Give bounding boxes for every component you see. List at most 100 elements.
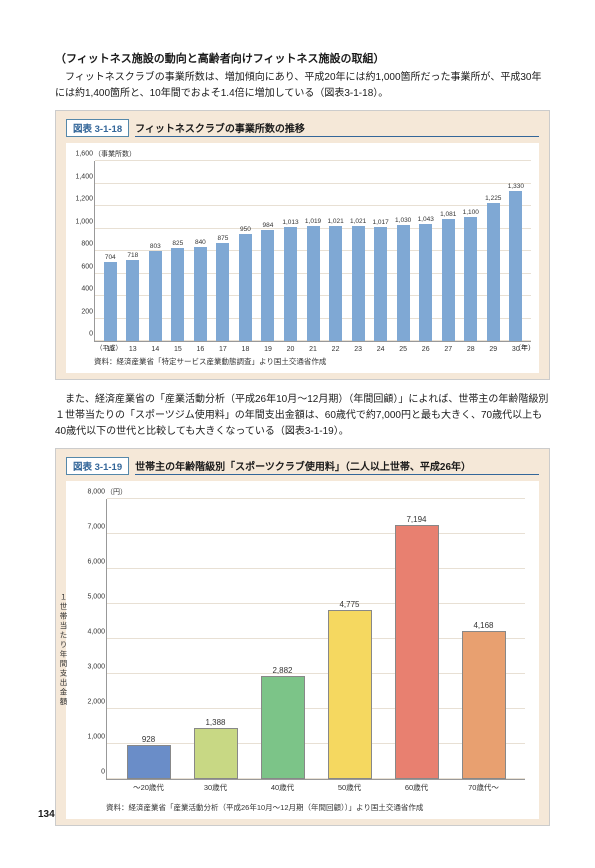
y-axis-title: １世帯当たり年間支出金額: [58, 593, 69, 707]
x-tick-label: 25: [399, 346, 407, 353]
bar: [149, 251, 162, 341]
bar: [397, 225, 410, 341]
bar: [374, 227, 387, 341]
y-tick-label: 400: [69, 286, 93, 293]
chart-source: 資料：経済産業省「産業活動分析（平成26年10月～12月期（年間回顧））」より国…: [106, 802, 531, 813]
bar-value-label: 1,388: [205, 718, 225, 727]
bar: [464, 217, 477, 341]
y-tick-label: 3,000: [77, 664, 105, 671]
x-tick-label: 27: [444, 346, 452, 353]
y-tick-label: 1,200: [69, 196, 93, 203]
bar-value-label: 984: [263, 222, 274, 229]
bar-slot: 70412: [99, 161, 122, 341]
bar-value-label: 840: [195, 239, 206, 246]
bar: [261, 230, 274, 341]
y-axis-unit: （円）: [106, 487, 531, 497]
bar-slot: 1,03025: [392, 161, 415, 341]
bar: [395, 525, 439, 779]
bar-slot: 1,01724: [369, 161, 392, 341]
bar: [126, 260, 139, 341]
bar: [284, 227, 297, 341]
paragraph-1: フィットネスクラブの事業所数は、増加傾向にあり、平成20年には約1,000箇所だ…: [55, 70, 550, 102]
x-tick-label: 29: [489, 346, 497, 353]
y-tick-label: 4,000: [77, 629, 105, 636]
bar-slot: 87517: [212, 161, 235, 341]
bar: [239, 234, 252, 341]
bar-slot: 98419: [257, 161, 280, 341]
y-tick-label: 6,000: [77, 559, 105, 566]
x-tick-label: 18: [242, 346, 250, 353]
bar-slot: 71813: [122, 161, 145, 341]
x-tick-label: 28: [467, 346, 475, 353]
bar-slot: 2,88240歳代: [249, 499, 316, 779]
y-tick-label: 200: [69, 308, 93, 315]
x-tick-label: 19: [264, 346, 272, 353]
bar-value-label: 7,194: [406, 515, 426, 524]
bar-value-label: 1,043: [418, 216, 434, 223]
bar-slot: 1,10028: [460, 161, 483, 341]
x-tick-label: 30: [512, 346, 520, 353]
bar-slot: 4,16870歳代～: [450, 499, 517, 779]
y-tick-label: 800: [69, 241, 93, 248]
bar-value-label: 1,017: [373, 219, 389, 226]
x-tick-label: 22: [332, 346, 340, 353]
bar: [194, 247, 207, 342]
bar-value-label: 1,021: [327, 218, 343, 225]
x-tick-label: 70歳代～: [468, 782, 499, 793]
bar-slot: 1,02123: [347, 161, 370, 341]
x-tick-label: 30歳代: [204, 782, 227, 793]
bar-chart: 7041271813803148251584016875179501898419…: [94, 161, 531, 342]
bar-slot: 82515: [167, 161, 190, 341]
bar-slot: 1,33030: [505, 161, 528, 341]
bar-slot: 1,01320: [279, 161, 302, 341]
figure-3-1-19: 図表 3-1-19 世帯主の年齢階級別「スポーツクラブ使用料」（二人以上世帯、平…: [55, 448, 550, 826]
bar: [442, 219, 455, 341]
bar-slot: 95018: [234, 161, 257, 341]
x-tick-label: 15: [174, 346, 182, 353]
bar-slot: 1,08127: [437, 161, 460, 341]
figure-title: フィットネスクラブの事業所数の推移: [135, 120, 539, 137]
x-tick-label: 24: [377, 346, 385, 353]
bar: [261, 676, 305, 779]
x-tick-label: 16: [196, 346, 204, 353]
bar-slot: 84016: [189, 161, 212, 341]
bar-slot: 928～20歳代: [115, 499, 182, 779]
bar-value-label: 2,882: [272, 666, 292, 675]
bar-value-label: 1,100: [463, 209, 479, 216]
figure-tag: 図表 3-1-18: [66, 119, 129, 137]
bar-value-label: 825: [172, 240, 183, 247]
paragraph-2: また、経済産業省の「産業活動分析（平成26年10月～12月期）（年間回顧）」によ…: [55, 392, 550, 440]
bar: [194, 728, 238, 779]
bar: [171, 248, 184, 341]
bar-slot: 80314: [144, 161, 167, 341]
x-tick-label: ～20歳代: [133, 782, 164, 793]
x-tick-label: 20: [287, 346, 295, 353]
bar-value-label: 950: [240, 226, 251, 233]
bar: [329, 226, 342, 341]
y-tick-label: 600: [69, 263, 93, 270]
bar-value-label: 1,030: [395, 217, 411, 224]
y-tick-label: 2,000: [77, 699, 105, 706]
x-tick-label: 12: [106, 346, 114, 353]
bar-value-label: 875: [217, 235, 228, 242]
bar-value-label: 803: [150, 243, 161, 250]
y-tick-label: 1,000: [77, 734, 105, 741]
y-tick-label: 0: [69, 331, 93, 338]
bar-value-label: 1,013: [282, 219, 298, 226]
bar: [104, 262, 117, 341]
figure-title: 世帯主の年齢階級別「スポーツクラブ使用料」（二人以上世帯、平成26年）: [135, 458, 539, 475]
figure-tag: 図表 3-1-19: [66, 457, 129, 475]
bar-slot: 4,77550歳代: [316, 499, 383, 779]
y-tick-label: 5,000: [77, 594, 105, 601]
bar-slot: 1,22529: [482, 161, 505, 341]
bar-value-label: 4,775: [339, 600, 359, 609]
bar-value-label: 928: [142, 735, 155, 744]
bar-slot: 1,38830歳代: [182, 499, 249, 779]
bar: [352, 226, 365, 341]
x-tick-label: 26: [422, 346, 430, 353]
x-tick-label: 14: [151, 346, 159, 353]
bar: [328, 610, 372, 779]
bar: [216, 243, 229, 341]
bar-chart: 928～20歳代1,38830歳代2,88240歳代4,77550歳代 7,194…: [106, 499, 525, 780]
bar: [419, 224, 432, 341]
